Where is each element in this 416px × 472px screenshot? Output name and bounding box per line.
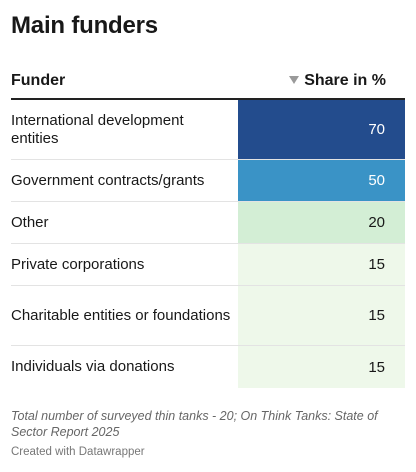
table-row: Private corporations 15	[11, 244, 405, 286]
datawrapper-credit[interactable]: Created with Datawrapper	[11, 446, 145, 458]
table-header: Funder Share in %	[11, 64, 405, 100]
funder-name-cell: Individuals via donations	[11, 358, 175, 375]
funders-table: Funder Share in % International developm…	[0, 64, 416, 388]
table-row: Government contracts/grants 50	[11, 160, 405, 202]
table-body: International development entities 70 Gove…	[11, 100, 405, 388]
share-value-cell: 50	[238, 160, 405, 201]
share-value-cell: 15	[238, 244, 405, 285]
column-header-funder[interactable]: Funder	[11, 72, 66, 89]
funder-name-cell: International development entities	[11, 111, 184, 147]
share-value-cell: 20	[238, 202, 405, 243]
share-value-cell: 15	[238, 286, 405, 345]
funder-name-cell: Charitable entities or foundations	[11, 306, 231, 324]
table-row: Other 20	[11, 202, 405, 244]
table-row: International development entities 70	[11, 100, 405, 160]
funder-name-cell: Government contracts/grants	[11, 171, 205, 189]
funder-name-cell: Other	[11, 213, 49, 231]
column-header-share[interactable]: Share in %	[304, 72, 386, 89]
chart-title: Main funders	[11, 12, 158, 39]
funder-name-cell: Private corporations	[11, 255, 145, 273]
share-value-cell: 15	[238, 346, 405, 388]
table-row: Charitable entities or foundations 15	[11, 286, 405, 346]
table-row: Individuals via donations 15	[11, 346, 405, 388]
share-value-cell: 70	[238, 100, 405, 159]
sort-descending-icon[interactable]	[289, 76, 299, 84]
footer-note: Total number of surveyed thin tanks - 20…	[11, 409, 378, 439]
